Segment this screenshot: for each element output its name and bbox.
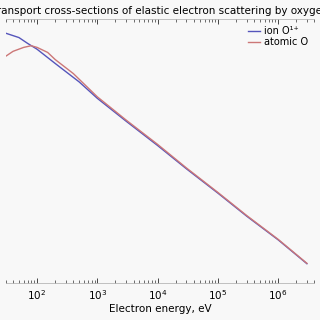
- Line: ion O¹⁺: ion O¹⁺: [5, 33, 307, 264]
- atomic O: [29, 44, 33, 48]
- atomic O: [216, 190, 220, 194]
- X-axis label: Electron energy, eV: Electron energy, eV: [109, 304, 211, 315]
- atomic O: [71, 72, 75, 76]
- atomic O: [184, 166, 188, 170]
- ion O¹⁺: [53, 61, 57, 65]
- Legend: ion O¹⁺, atomic O: ion O¹⁺, atomic O: [246, 24, 309, 49]
- atomic O: [124, 118, 128, 122]
- ion O¹⁺: [17, 36, 21, 39]
- atomic O: [245, 213, 249, 217]
- ion O¹⁺: [124, 119, 128, 123]
- atomic O: [35, 45, 39, 49]
- ion O¹⁺: [26, 42, 30, 45]
- ion O¹⁺: [4, 31, 7, 35]
- Title: Transport cross-sections of elastic electron scattering by oxygen: Transport cross-sections of elastic elec…: [0, 5, 320, 16]
- atomic O: [156, 142, 160, 146]
- ion O¹⁺: [216, 191, 220, 195]
- ion O¹⁺: [95, 96, 99, 100]
- atomic O: [53, 58, 57, 61]
- atomic O: [305, 261, 309, 265]
- atomic O: [4, 54, 7, 58]
- Line: atomic O: atomic O: [5, 46, 307, 263]
- atomic O: [276, 237, 280, 241]
- atomic O: [95, 95, 99, 99]
- ion O¹⁺: [305, 262, 309, 266]
- atomic O: [11, 49, 15, 53]
- atomic O: [46, 51, 50, 54]
- ion O¹⁺: [276, 238, 280, 242]
- atomic O: [22, 45, 26, 49]
- ion O¹⁺: [35, 47, 39, 51]
- ion O¹⁺: [77, 80, 81, 84]
- ion O¹⁺: [184, 167, 188, 171]
- ion O¹⁺: [245, 214, 249, 218]
- ion O¹⁺: [156, 144, 160, 148]
